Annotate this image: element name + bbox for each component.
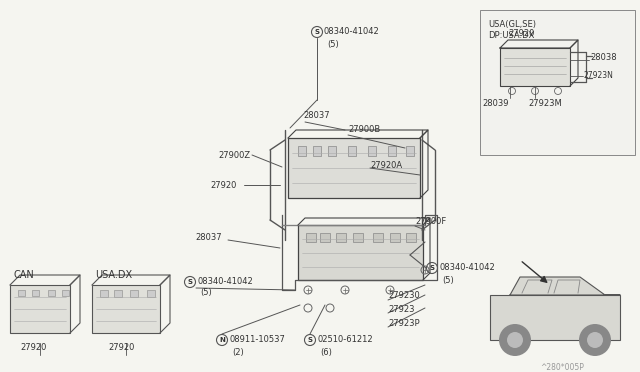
- Text: DP:USA.DX: DP:USA.DX: [488, 32, 534, 41]
- Bar: [406, 146, 414, 156]
- Text: (2): (2): [232, 347, 244, 356]
- Bar: [298, 225, 423, 280]
- Bar: [368, 146, 376, 156]
- Bar: [328, 146, 336, 156]
- Text: ^280*005P: ^280*005P: [540, 363, 584, 372]
- Bar: [480, 10, 635, 155]
- Text: (5): (5): [442, 276, 454, 285]
- Circle shape: [499, 324, 531, 356]
- Polygon shape: [510, 277, 620, 295]
- Bar: [130, 290, 138, 297]
- Bar: [100, 290, 108, 297]
- Text: 08340-41042: 08340-41042: [324, 28, 380, 36]
- Text: 28037: 28037: [303, 110, 330, 119]
- Text: USA.DX: USA.DX: [95, 270, 132, 280]
- Bar: [390, 233, 400, 242]
- Text: 27900B: 27900B: [348, 125, 380, 135]
- Text: 27900Z: 27900Z: [218, 151, 250, 160]
- Text: 27920: 27920: [108, 343, 134, 353]
- Bar: [353, 233, 363, 242]
- Bar: [313, 146, 321, 156]
- Text: (5): (5): [327, 39, 339, 48]
- Circle shape: [507, 332, 523, 348]
- Text: 27920: 27920: [210, 180, 236, 189]
- Text: 27923M: 27923M: [528, 99, 562, 109]
- Bar: [10, 285, 70, 333]
- Bar: [500, 48, 570, 86]
- Text: 27920: 27920: [20, 343, 46, 353]
- Text: S: S: [314, 29, 319, 35]
- Text: 27900F: 27900F: [415, 218, 446, 227]
- Bar: [336, 233, 346, 242]
- Text: USA(GL,SE): USA(GL,SE): [488, 19, 536, 29]
- Text: N: N: [219, 337, 225, 343]
- Text: S: S: [188, 279, 193, 285]
- Bar: [406, 233, 416, 242]
- Bar: [18, 290, 25, 296]
- Text: 28038: 28038: [590, 54, 616, 62]
- Bar: [32, 290, 39, 296]
- Text: 27923N: 27923N: [584, 71, 614, 80]
- Text: 27923P: 27923P: [388, 320, 420, 328]
- Bar: [373, 233, 383, 242]
- Text: 28039: 28039: [482, 99, 509, 109]
- Text: 28037: 28037: [195, 234, 221, 243]
- Bar: [147, 290, 155, 297]
- Bar: [490, 295, 620, 340]
- Text: 279230: 279230: [388, 292, 420, 301]
- Text: 27923: 27923: [388, 305, 415, 314]
- Bar: [92, 285, 160, 333]
- Text: S: S: [307, 337, 312, 343]
- Bar: [306, 233, 316, 242]
- Text: S: S: [429, 265, 435, 271]
- Bar: [320, 233, 330, 242]
- Text: 08911-10537: 08911-10537: [229, 336, 285, 344]
- Text: 27920: 27920: [508, 29, 534, 38]
- Bar: [298, 146, 306, 156]
- Bar: [62, 290, 69, 296]
- Text: CAN: CAN: [14, 270, 35, 280]
- Bar: [48, 290, 55, 296]
- Circle shape: [587, 332, 603, 348]
- Bar: [288, 138, 420, 198]
- Text: (5): (5): [200, 289, 212, 298]
- Text: 02510-61212: 02510-61212: [317, 336, 372, 344]
- Bar: [348, 146, 356, 156]
- Bar: [114, 290, 122, 297]
- Text: 27920A: 27920A: [370, 160, 402, 170]
- Text: (6): (6): [320, 347, 332, 356]
- Text: 08340-41042: 08340-41042: [439, 263, 495, 273]
- Circle shape: [579, 324, 611, 356]
- Bar: [388, 146, 396, 156]
- Text: 08340-41042: 08340-41042: [197, 278, 253, 286]
